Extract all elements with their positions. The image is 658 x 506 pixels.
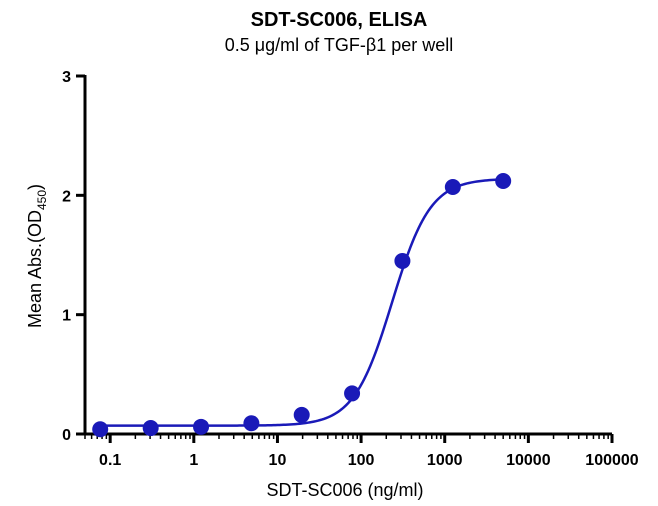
fit-curve — [100, 178, 504, 427]
data-point — [444, 178, 461, 195]
x-tick-label: 0.1 — [99, 452, 121, 469]
data-point — [142, 420, 159, 437]
chart-subtitle: 0.5 μg/ml of TGF-β1 per well — [225, 35, 453, 55]
data-point — [92, 421, 109, 438]
x-axis: 0.1 1 10 100 1000 10000 100000 — [84, 432, 639, 469]
data-point — [243, 415, 260, 432]
data-point — [495, 173, 512, 190]
chart-title: SDT-SC006, ELISA — [251, 9, 428, 31]
data-point — [344, 385, 361, 402]
y-axis: 0 1 2 3 — [62, 69, 87, 444]
y-tick-label: 0 — [62, 427, 71, 444]
x-tick-label: 1 — [189, 452, 198, 469]
data-points-layer — [92, 173, 512, 438]
y-axis-title-main: Mean Abs.(OD — [25, 210, 45, 328]
y-axis-title-end: ) — [25, 184, 45, 190]
x-tick-label: 100 — [348, 452, 375, 469]
y-tick-label: 1 — [62, 308, 71, 325]
x-tick-label: 1000 — [427, 452, 463, 469]
y-tick-label: 3 — [62, 69, 71, 86]
x-tick-label: 100000 — [585, 452, 638, 469]
y-axis-title: Mean Abs.(OD450) — [25, 184, 49, 328]
x-tick-label: 10000 — [506, 452, 551, 469]
data-point — [193, 418, 210, 435]
fit-curve-layer — [100, 178, 504, 427]
data-point — [394, 252, 411, 269]
x-tick-label: 10 — [269, 452, 287, 469]
y-tick-label: 2 — [62, 188, 71, 205]
data-point — [293, 406, 310, 423]
y-axis-title-subscript: 450 — [35, 190, 49, 210]
x-axis-title: SDT-SC006 (ng/ml) — [266, 480, 423, 500]
